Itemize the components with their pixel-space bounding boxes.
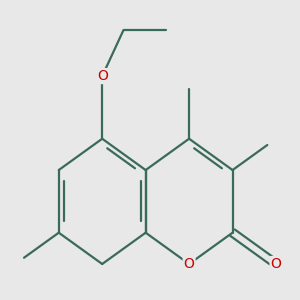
- Text: O: O: [271, 257, 281, 271]
- Text: O: O: [184, 257, 194, 271]
- Text: O: O: [97, 69, 108, 83]
